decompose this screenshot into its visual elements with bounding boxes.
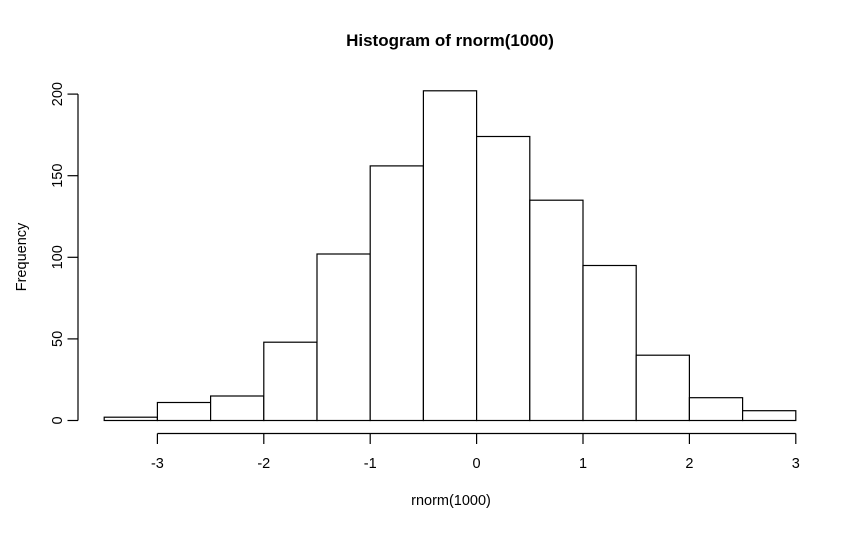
y-tick-label: 50	[50, 331, 66, 347]
histogram-bar	[741, 410, 797, 422]
y-tick-label: 200	[50, 82, 66, 106]
y-tick-label: 100	[50, 245, 66, 269]
histogram-bar	[316, 253, 371, 422]
x-tick-label: 0	[473, 456, 481, 472]
x-tick-label: -2	[257, 456, 270, 472]
x-axis-label: rnorm(1000)	[411, 493, 491, 509]
x-tick-label: 2	[685, 456, 693, 472]
bars-layer	[103, 90, 797, 422]
histogram-bar	[582, 264, 637, 422]
y-axis-label: Frequency	[14, 222, 30, 291]
histogram-bar	[422, 90, 478, 422]
x-tick-label: 1	[579, 456, 587, 472]
histogram-bar	[369, 165, 425, 422]
histogram-bar	[156, 401, 212, 422]
histogram-bar	[635, 354, 691, 422]
x-tick-label: -3	[151, 456, 164, 472]
x-tick-label: -1	[364, 456, 377, 472]
y-tick-label: 0	[50, 416, 66, 424]
histogram-bar	[103, 416, 158, 422]
y-tick-label: 150	[50, 164, 66, 188]
histogram-bar	[688, 397, 744, 422]
histogram-bar	[529, 199, 584, 422]
histogram-bar	[476, 135, 531, 422]
chart-title: Histogram of rnorm(1000)	[346, 31, 554, 50]
histogram-bar	[263, 341, 318, 422]
axes-layer: 0 50 100 150 200 -3 -2 -1 0 1 2 3	[50, 82, 800, 472]
histogram-bar	[210, 395, 265, 422]
x-tick-label: 3	[792, 456, 800, 472]
